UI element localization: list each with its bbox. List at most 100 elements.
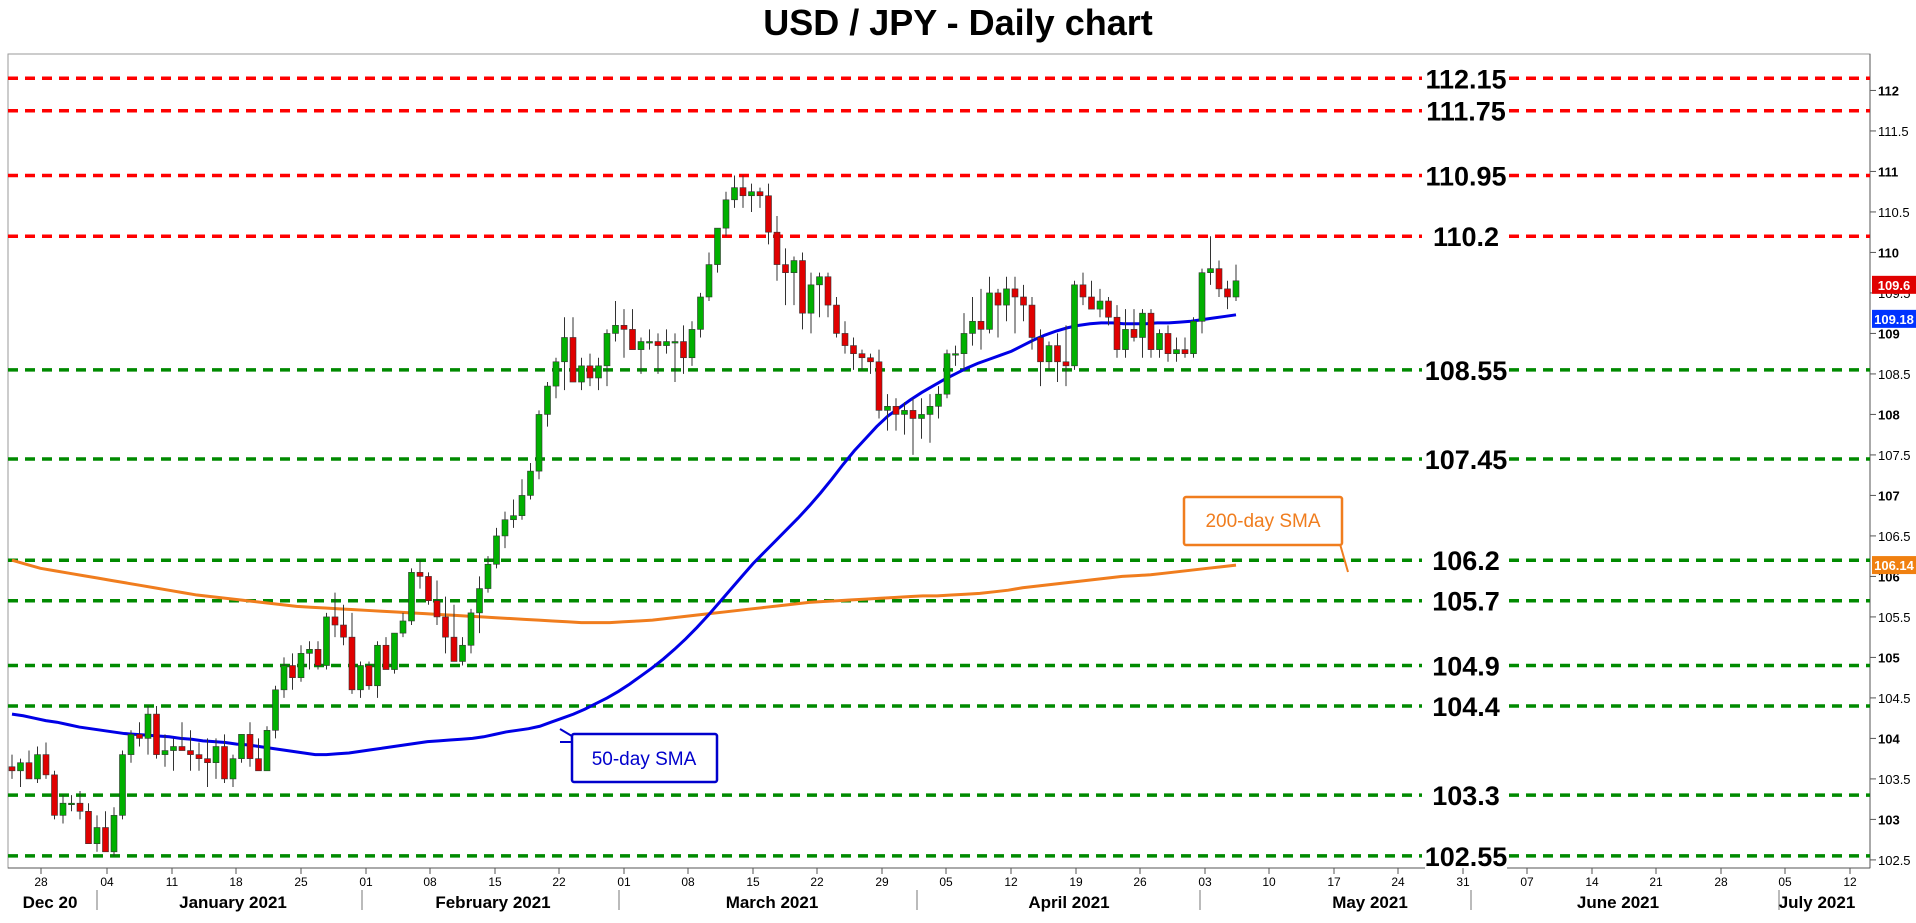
candle-down: [221, 734, 228, 783]
y-tick-label: 107.5: [1878, 448, 1911, 463]
candle-body: [221, 746, 228, 780]
candle-down: [289, 653, 296, 690]
candle-body: [595, 365, 602, 379]
candle-body: [943, 353, 951, 395]
candle-up: [493, 527, 500, 569]
candle-down: [136, 722, 143, 747]
candle-down: [1028, 296, 1036, 350]
candle-body: [1011, 288, 1019, 298]
candle-down: [833, 296, 840, 338]
candle-up: [1173, 337, 1180, 362]
candle-up: [714, 227, 721, 273]
candle-down: [340, 604, 347, 646]
candle-body: [799, 260, 806, 314]
candle-down: [739, 175, 747, 208]
candle-up: [671, 333, 679, 383]
level-label-102-55: 102.55: [1425, 842, 1508, 872]
candle-up: [357, 661, 364, 698]
candle-up: [705, 252, 713, 302]
candle-down: [620, 309, 628, 358]
candle-down: [1088, 280, 1095, 310]
candle-down: [85, 803, 92, 845]
candle-up: [790, 256, 798, 306]
candle-up: [552, 357, 560, 399]
candle-body: [646, 341, 653, 344]
candle-down: [569, 317, 577, 383]
y-tick-label: 108.5: [1878, 367, 1911, 382]
candle-body: [714, 227, 721, 265]
candle-body: [918, 414, 925, 419]
candle-up: [170, 738, 177, 771]
candle-up: [68, 795, 75, 812]
candle-body: [1181, 349, 1189, 354]
candle-body: [1054, 345, 1061, 363]
candle-body: [365, 665, 373, 687]
candle-body: [816, 276, 823, 286]
price-tag-label: 109.6: [1878, 278, 1911, 293]
candle-up: [901, 402, 908, 435]
candle-down: [1020, 284, 1027, 322]
candle-body: [748, 191, 755, 197]
x-day-label: 05: [939, 875, 953, 889]
candle-down: [782, 248, 789, 306]
candle-body: [340, 624, 347, 638]
candle-body: [952, 353, 959, 356]
x-month-label: April 2021: [1028, 893, 1109, 912]
x-day-label: 08: [681, 875, 695, 889]
candle-body: [1071, 284, 1078, 367]
candle-down: [1147, 309, 1155, 358]
candle-up: [535, 410, 543, 480]
candle-body: [110, 815, 118, 853]
candle-up: [510, 499, 517, 528]
candle-up: [399, 612, 407, 638]
candle-body: [901, 410, 908, 415]
candle-up: [578, 357, 585, 391]
candle-body: [195, 754, 203, 759]
candle-up: [272, 685, 279, 739]
candle-up: [17, 758, 24, 788]
candle-up: [527, 463, 534, 500]
candle-up: [518, 479, 526, 520]
x-day-label: 12: [1843, 875, 1857, 889]
level-label-bg: [1425, 222, 1507, 251]
x-day-label: 31: [1456, 875, 1470, 889]
candle-down: [204, 738, 211, 788]
candle-up: [637, 337, 645, 374]
candle-down: [1079, 272, 1087, 306]
candle-down: [331, 592, 339, 638]
candle-down: [1113, 305, 1121, 358]
candle-body: [272, 689, 279, 731]
candle-body: [773, 231, 781, 265]
candle-body: [85, 811, 92, 845]
x-month-label: July 2021: [1779, 893, 1856, 912]
candle-down: [416, 560, 424, 589]
x-day-label: 24: [1391, 875, 1405, 889]
level-label-107-45: 107.45: [1425, 445, 1508, 475]
x-day-label: 01: [359, 875, 373, 889]
candle-up: [263, 726, 271, 772]
candle-body: [68, 802, 75, 806]
price-tag: [1872, 275, 1916, 294]
candle-down: [867, 353, 874, 374]
candle-body: [1113, 316, 1121, 350]
candle-up: [943, 349, 951, 399]
candle-up: [374, 641, 381, 698]
candle-up: [986, 276, 993, 334]
level-label-bg: [1425, 546, 1507, 575]
candle-body: [1105, 300, 1112, 318]
candle-down: [195, 742, 203, 771]
candle-body: [578, 365, 585, 383]
candle-body: [790, 260, 798, 273]
price-tag-label: 106.14: [1874, 558, 1915, 573]
candle-down: [977, 288, 985, 350]
candle-up: [1003, 276, 1010, 322]
candle-body: [1130, 329, 1138, 338]
candle-body: [705, 264, 713, 298]
candle-up: [306, 641, 313, 670]
candle-body: [977, 320, 985, 330]
candle-body: [1164, 333, 1172, 354]
candle-up: [391, 632, 398, 674]
candle-up: [1045, 341, 1053, 370]
candle-up: [1232, 264, 1240, 302]
candle-up: [595, 357, 602, 391]
